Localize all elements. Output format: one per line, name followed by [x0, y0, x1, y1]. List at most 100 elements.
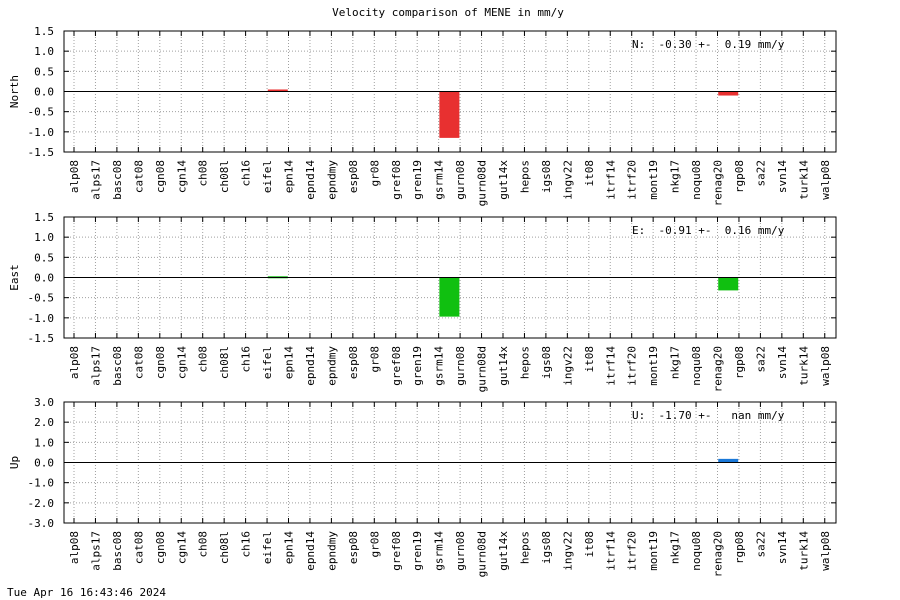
y-tick-label: 1.0 — [34, 45, 54, 58]
x-tick-label: igs08 — [540, 531, 553, 564]
x-tick-label: gref08 — [390, 531, 403, 571]
footer-timestamp: Tue Apr 16 16:43:46 2024 — [7, 586, 166, 599]
x-tick-label: alps17 — [89, 160, 102, 200]
x-tick-label: itrf20 — [626, 160, 639, 200]
x-tick-label: gref08 — [390, 346, 403, 386]
x-tick-label: gurn08d — [476, 160, 489, 206]
x-tick-label: gren19 — [411, 160, 424, 200]
x-tick-label: alps17 — [89, 346, 102, 386]
x-tick-label: ch08 — [197, 531, 210, 558]
x-tick-label: it08 — [583, 531, 596, 558]
x-tick-label: renag20 — [712, 160, 725, 206]
x-tick-label: rgp08 — [733, 531, 746, 564]
x-tick-label: renag20 — [712, 531, 725, 577]
x-tick-label: rgp08 — [733, 346, 746, 379]
x-tick-label: epndmy — [325, 160, 338, 200]
bar-renag20 — [718, 277, 739, 291]
x-tick-label: epn14 — [283, 346, 296, 379]
y-tick-label: 0.0 — [34, 272, 54, 285]
x-tick-label: itrf14 — [604, 160, 617, 200]
plot-frame — [63, 216, 837, 339]
x-tick-label: cgn14 — [175, 160, 188, 193]
x-tick-label: ch16 — [240, 160, 253, 187]
x-tick-label: itrf20 — [626, 531, 639, 571]
x-tick-label: epn14 — [283, 531, 296, 564]
x-tick-label: basc08 — [111, 346, 124, 386]
x-tick-label: gr08 — [368, 160, 381, 187]
x-tick-label: ch08l — [218, 160, 231, 193]
x-tick-label: ch16 — [240, 346, 253, 373]
x-tick-label: ingv22 — [561, 531, 574, 571]
x-tick-label: gurn08 — [454, 160, 467, 200]
x-tick-label: epn14 — [283, 160, 296, 193]
x-tick-label: gren19 — [411, 531, 424, 571]
x-tick-label: cgn14 — [175, 346, 188, 379]
stats-annotation: E: -0.91 +- 0.16 mm/y — [632, 224, 785, 237]
x-tick-label: alps17 — [89, 531, 102, 571]
x-tick-label: cat08 — [132, 160, 145, 193]
x-tick-label: nkg17 — [669, 531, 682, 564]
x-tick-label: eifel — [261, 531, 274, 564]
y-tick-label: -1.0 — [28, 312, 55, 325]
x-tick-label: gr08 — [368, 531, 381, 558]
bar-gsrm14 — [439, 277, 460, 317]
y-tick-label: 0.5 — [34, 251, 54, 264]
x-tick-label: ch08l — [218, 346, 231, 379]
y-tick-label: -0.5 — [28, 106, 55, 119]
x-tick-label: eifel — [261, 160, 274, 193]
y-tick-label: 1.5 — [34, 211, 54, 224]
bar-gsrm14 — [439, 91, 460, 138]
y-tick-label: -0.5 — [28, 292, 55, 305]
x-tick-label: noqu08 — [690, 531, 703, 571]
x-tick-label: turk14 — [797, 346, 810, 386]
y-axis-label: East — [8, 264, 21, 291]
y-tick-label: -1.5 — [28, 332, 55, 345]
x-tick-label: svn14 — [776, 531, 789, 564]
bar-renag20 — [718, 91, 739, 96]
x-tick-label: ch16 — [240, 531, 253, 558]
y-tick-label: 0.5 — [34, 65, 54, 78]
x-tick-label: cat08 — [132, 531, 145, 564]
x-tick-label: hepos — [518, 346, 531, 379]
x-tick-label: gr08 — [368, 346, 381, 373]
x-tick-label: mont19 — [647, 346, 660, 386]
x-tick-label: it08 — [583, 160, 596, 187]
y-tick-label: 0.0 — [34, 86, 54, 99]
y-tick-label: 1.5 — [34, 25, 54, 38]
x-tick-label: nkg17 — [669, 160, 682, 193]
y-axis-label: North — [8, 75, 21, 108]
x-tick-label: gurn08 — [454, 346, 467, 386]
x-tick-label: igs08 — [540, 160, 553, 193]
x-tick-label: it08 — [583, 346, 596, 373]
x-tick-label: noqu08 — [690, 346, 703, 386]
x-tick-label: cgn14 — [175, 531, 188, 564]
x-tick-label: gut14x — [497, 160, 510, 200]
plot-frame — [63, 30, 837, 153]
x-tick-label: gurn08d — [476, 346, 489, 392]
x-tick-label: itrf14 — [604, 346, 617, 386]
x-tick-label: basc08 — [111, 160, 124, 200]
x-tick-label: itrf20 — [626, 346, 639, 386]
plot-frame — [63, 401, 837, 524]
y-tick-label: 1.0 — [34, 436, 54, 449]
x-tick-label: gurn08 — [454, 531, 467, 571]
x-tick-label: walp08 — [819, 346, 832, 386]
bar-eifel — [267, 89, 288, 92]
x-tick-label: gsrm14 — [433, 346, 446, 386]
x-tick-label: cgn08 — [154, 160, 167, 193]
x-tick-label: gsrm14 — [433, 160, 446, 200]
x-tick-label: ingv22 — [561, 346, 574, 386]
stats-annotation: N: -0.30 +- 0.19 mm/y — [632, 38, 785, 51]
x-tick-label: epnd14 — [304, 531, 317, 571]
x-tick-label: walp08 — [819, 160, 832, 200]
x-tick-label: esp08 — [347, 160, 360, 193]
x-tick-label: sa22 — [754, 160, 767, 187]
x-tick-label: alp08 — [68, 531, 81, 564]
x-tick-label: epnd14 — [304, 160, 317, 200]
stats-annotation: U: -1.70 +- nan mm/y — [632, 409, 785, 422]
y-tick-label: -1.0 — [28, 126, 55, 139]
y-tick-label: 3.0 — [34, 396, 54, 409]
x-tick-label: gren19 — [411, 346, 424, 386]
x-tick-label: turk14 — [797, 531, 810, 571]
y-axis-label: Up — [8, 456, 21, 469]
